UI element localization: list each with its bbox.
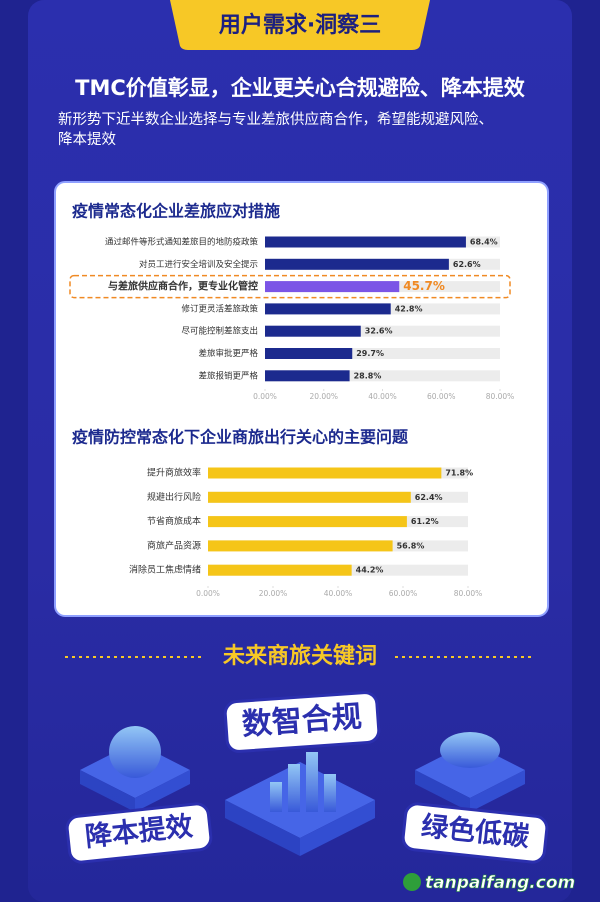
value-label: 45.7%	[403, 279, 445, 293]
subtitle: 新形势下近半数企业选择与专业差旅供应商合作，希望能规避风险、	[58, 110, 493, 128]
watermark: tanpaifang.com	[425, 873, 575, 893]
category-label: 消除员工焦虑情绪	[129, 564, 201, 576]
category-label: 与差旅供应商合作，更专业化管控	[108, 280, 258, 293]
bar-track	[265, 325, 500, 337]
category-label: 节省商旅成本	[147, 515, 201, 527]
x-tick-label: 60.00%	[427, 392, 456, 401]
category-label: 对员工进行安全培训及安全提示	[139, 259, 258, 270]
bar	[208, 491, 411, 503]
bar	[265, 258, 449, 270]
keyword-badge: 绿色低碳	[401, 802, 549, 864]
value-label: 61.2%	[411, 517, 439, 526]
chart-title: 疫情防控常态化下企业商旅出行关心的主要问题	[72, 428, 409, 447]
value-label: 29.7%	[356, 349, 384, 358]
tag-bg	[170, 0, 430, 50]
value-label: 71.8%	[445, 469, 473, 478]
x-tick-label: 40.00%	[324, 589, 353, 598]
keyword-badge: 数智合规	[223, 691, 381, 753]
value-label: 28.8%	[354, 371, 382, 380]
value-label: 62.6%	[453, 260, 481, 269]
bar	[208, 516, 407, 528]
category-label: 提升商旅效率	[147, 467, 201, 479]
bar	[265, 281, 400, 293]
subtitle: 降本提效	[58, 131, 116, 148]
category-label: 商旅产品资源	[147, 539, 201, 551]
bar	[265, 348, 353, 359]
keyword: 数智合规	[241, 699, 363, 742]
chart-title: 疫情常态化企业差旅应对措施	[72, 202, 280, 221]
category-label: 尽可能控制差旅支出	[181, 326, 258, 337]
highlight-box	[69, 274, 511, 299]
bar	[265, 303, 391, 315]
value-label: 44.2%	[356, 566, 384, 575]
keywords-title: 未来商旅关键词	[223, 643, 377, 669]
bar	[208, 564, 352, 576]
bar	[265, 325, 361, 337]
charts: 0.00% 20.00% 40.00% 60.00% 80.00% 通过邮件等形式通知差旅…	[69, 236, 515, 598]
keyword-badge: 降本提效	[65, 802, 213, 864]
bar-track	[265, 348, 500, 359]
category-label: 差旅报销更严格	[198, 370, 258, 381]
title: TMC价值彰显，企业更关心合规避险、降本提效	[75, 76, 525, 100]
category-label: 通过邮件等形式通知差旅目的地防疫政策	[105, 237, 259, 248]
bar	[265, 370, 350, 382]
bar	[265, 236, 466, 248]
tag: 用户需求·洞察三	[219, 12, 381, 38]
watermark-icon	[403, 873, 421, 891]
category-label: 差旅审批更严格	[198, 348, 258, 359]
x-tick-label: 0.00%	[253, 392, 277, 401]
value-label: 62.4%	[415, 493, 443, 502]
x-tick-label: 40.00%	[368, 392, 397, 401]
category-label: 规避出行风险	[147, 491, 201, 503]
category-label: 修订更灵活差旅政策	[181, 303, 258, 314]
x-tick-label: 0.00%	[196, 589, 220, 598]
value-label: 32.6%	[365, 327, 393, 336]
value-label: 68.4%	[470, 238, 498, 247]
x-tick-label: 20.00%	[259, 589, 288, 598]
x-tick-label: 20.00%	[309, 392, 338, 401]
bar	[208, 540, 393, 552]
value-label: 56.8%	[397, 541, 425, 550]
x-tick-label: 60.00%	[389, 589, 418, 598]
bar-track	[265, 370, 500, 382]
bar	[208, 467, 442, 479]
illustration	[80, 726, 525, 856]
x-tick-label: 80.00%	[486, 392, 515, 401]
x-tick-label: 80.00%	[454, 589, 483, 598]
value-label: 42.8%	[395, 304, 423, 313]
